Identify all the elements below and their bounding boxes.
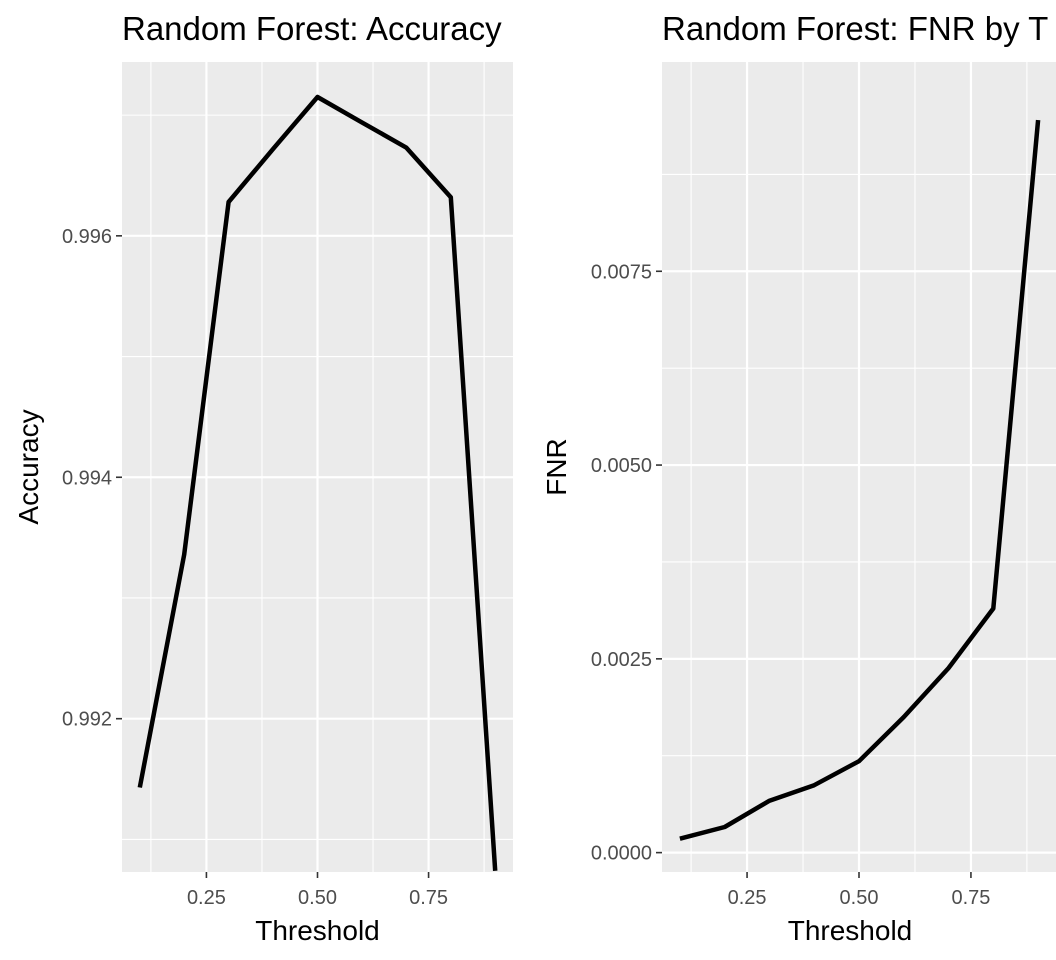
accuracy-minor-gridlines	[122, 62, 513, 872]
fnr-x-tick-label: 0.75	[951, 887, 990, 909]
accuracy-y-tick-label: 0.996	[62, 226, 112, 248]
accuracy-series-line	[137, 94, 498, 871]
fnr-series-line	[679, 119, 1041, 841]
accuracy-y-axis-title: Accuracy	[13, 409, 44, 524]
fnr-chart-title: Random Forest: FNR by T	[662, 10, 1048, 47]
fnr-y-tick-label: 0.0050	[591, 455, 652, 477]
fnr-y-tick-label: 0.0025	[591, 649, 652, 671]
fnr-y-tick-label: 0.0075	[591, 261, 652, 283]
fnr-x-tick-label: 0.50	[840, 887, 879, 909]
accuracy-x-axis-title: Threshold	[255, 915, 380, 946]
accuracy-major-gridlines	[122, 62, 513, 872]
fnr-x-axis-title: Threshold	[788, 915, 913, 946]
accuracy-x-tick-label: 0.50	[298, 887, 337, 909]
accuracy-y-axis-ticks: 0.992 0.994 0.996	[62, 226, 122, 731]
fnr-y-axis-title: FNR	[541, 438, 572, 496]
fnr-x-tick-label: 0.25	[728, 887, 767, 909]
fnr-y-axis-ticks: 0.0000 0.0025 0.0050 0.0075	[591, 261, 662, 865]
accuracy-y-tick-label: 0.994	[62, 467, 112, 489]
accuracy-chart: Random Forest: Accuracy 0.25 0.50 0.75 0.9…	[13, 10, 513, 946]
fnr-y-tick-label: 0.0000	[591, 843, 652, 865]
fnr-major-gridlines	[662, 62, 1056, 872]
accuracy-x-tick-label: 0.25	[187, 887, 226, 909]
fnr-chart: Random Forest: FNR by T 0.25 0.50 0.75 0.0…	[541, 10, 1056, 946]
fnr-x-axis-ticks: 0.25 0.50 0.75	[728, 872, 990, 909]
accuracy-chart-title: Random Forest: Accuracy	[122, 10, 502, 47]
accuracy-x-axis-ticks: 0.25 0.50 0.75	[187, 872, 448, 909]
accuracy-x-tick-label: 0.75	[409, 887, 448, 909]
accuracy-y-tick-label: 0.992	[62, 709, 112, 731]
